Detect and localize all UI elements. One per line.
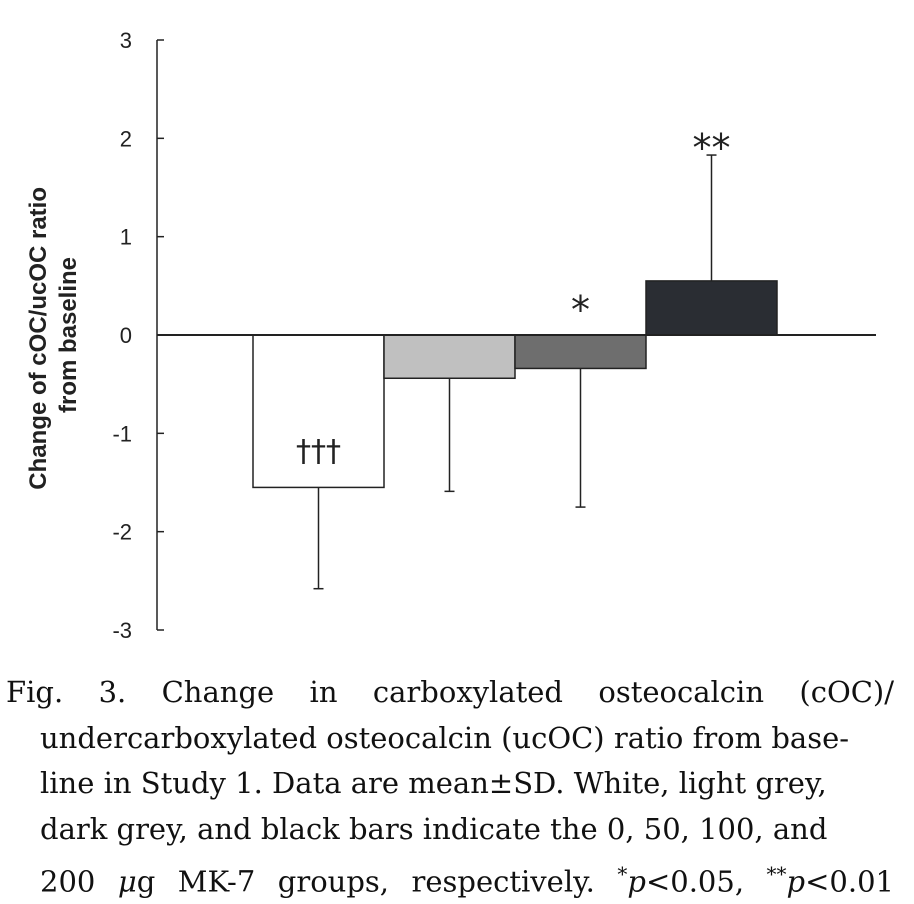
caption-dose: 200 xyxy=(40,864,118,899)
caption-mu-symbol: μ xyxy=(117,864,137,899)
y-tick-label: -3 xyxy=(112,618,132,643)
y-axis-label: Change of cOC/ucOC ratio from baseline xyxy=(25,180,82,489)
caption-line-3: line in Study 1. Data are mean±SD. White… xyxy=(40,766,827,800)
significance-annotations: †††*** xyxy=(296,126,731,469)
caption-groups: g MK-7 groups, respectively. xyxy=(136,864,618,899)
y-tick-label: 0 xyxy=(120,323,132,348)
caption-line-2: undercarboxylated osteocalcin (ucOC) rat… xyxy=(40,720,850,755)
caption-p-2: p xyxy=(786,864,806,899)
y-axis-label-line-2: from baseline xyxy=(55,257,82,413)
caption-line-4: dark grey, and black bars indicate the 0… xyxy=(40,811,828,846)
bars xyxy=(252,280,778,489)
caption-line-5: 200 μg MK-7 groups, respectively. *p<0.0… xyxy=(6,852,894,899)
caption-p-1: p xyxy=(627,864,646,899)
caption-star-2: ** xyxy=(766,862,787,886)
caption-threshold-1: <0.05, xyxy=(645,864,767,899)
y-tick-labels: 3 2 1 0 -1 -2 -3 xyxy=(112,28,132,643)
y-tick-label: -2 xyxy=(112,520,132,545)
bar-0 xyxy=(252,334,385,489)
figure-caption: Fig. 3. Change in carboxylated osteocalc… xyxy=(6,670,894,899)
y-tick-label: 3 xyxy=(120,28,132,53)
annotation-0: ††† xyxy=(296,434,341,469)
y-tick-label: 2 xyxy=(120,126,132,151)
caption-star-1: * xyxy=(617,862,628,886)
caption-line-1: Fig. 3. Change in carboxylated osteocalc… xyxy=(6,675,894,709)
caption-threshold-2: <0.01 xyxy=(805,864,894,899)
error-bars xyxy=(313,154,717,590)
bar-100 xyxy=(514,334,647,370)
annotation-100: * xyxy=(571,288,590,332)
bar-50 xyxy=(383,334,516,380)
y-tick-label: -1 xyxy=(112,421,132,446)
y-tick-label: 1 xyxy=(120,225,132,250)
y-axis-label-line-1: Change of cOC/ucOC ratio xyxy=(25,187,52,490)
bar-200 xyxy=(645,280,778,336)
annotation-200: ** xyxy=(693,126,731,170)
